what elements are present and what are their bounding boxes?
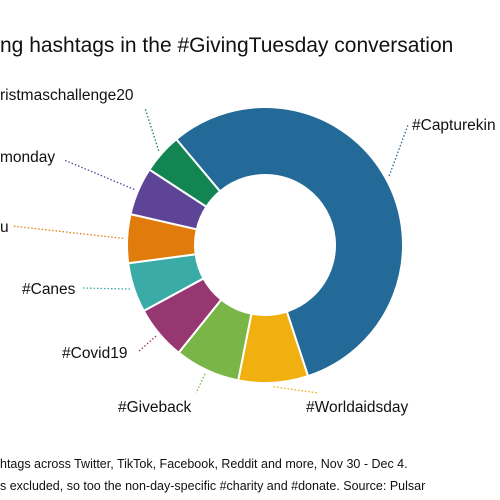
slice-1 [174, 106, 404, 378]
slice-label-7: monday [0, 149, 55, 166]
chart-title: ng hashtags in the #GivingTuesday conver… [0, 34, 453, 57]
slice-label-4: #Covid19 [62, 345, 128, 362]
leader-line-3 [195, 373, 206, 394]
slice-label-5: #Canes [22, 281, 76, 298]
slice-label-2: #Worldaidsday [306, 399, 408, 416]
slice-label-3: #Giveback [118, 399, 191, 416]
slice-8 [148, 137, 222, 209]
leader-line-5 [81, 287, 131, 290]
leader-lines [11, 107, 409, 394]
leader-line-1 [388, 124, 409, 177]
slices [126, 106, 404, 384]
leader-line-4 [137, 335, 157, 353]
slice-labels: #Capturekin #Worldaidsday #Giveback #Covid1… [0, 87, 496, 416]
slice-label-1: #Capturekin [412, 117, 496, 134]
leader-line-7 [63, 159, 135, 191]
leader-line-8 [144, 107, 160, 151]
footnote-line-1: htags across Twitter, TikTok, Facebook, … [0, 457, 408, 471]
footnote-line-2: s excluded, so too the non-day-specific … [0, 479, 425, 493]
slice-label-8: ristmaschallenge20 [0, 87, 134, 104]
leader-line-2 [273, 386, 319, 394]
slice-label-6: u [0, 219, 9, 236]
leader-line-6 [11, 225, 124, 240]
